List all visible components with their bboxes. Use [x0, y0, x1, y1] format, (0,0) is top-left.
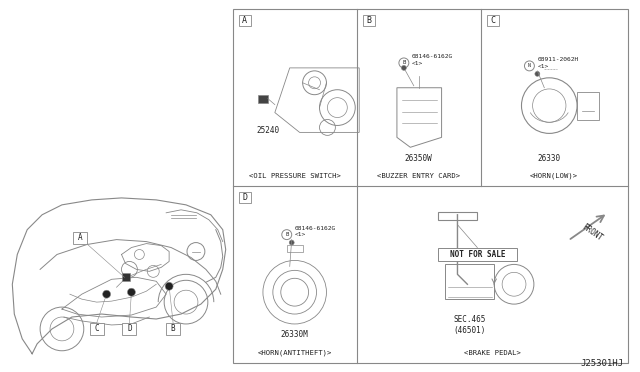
Text: NOT FOR SALE: NOT FOR SALE: [449, 250, 505, 259]
Bar: [122, 323, 136, 335]
Text: 08146-6162G
<1>: 08146-6162G <1>: [412, 54, 453, 65]
Text: A: A: [77, 233, 82, 242]
Bar: [233, 9, 628, 363]
Circle shape: [401, 65, 406, 70]
Bar: [122, 273, 131, 281]
Bar: [258, 95, 268, 103]
Bar: [166, 323, 180, 335]
Text: 08146-6162G
<1>: 08146-6162G <1>: [294, 226, 336, 237]
Text: 25240: 25240: [257, 126, 280, 135]
Bar: [90, 323, 104, 335]
Text: A: A: [242, 16, 247, 25]
Text: N: N: [528, 63, 531, 68]
Bar: [445, 264, 494, 299]
Text: J25301HJ: J25301HJ: [580, 359, 624, 368]
Circle shape: [127, 288, 136, 296]
Text: B: B: [403, 60, 406, 65]
Bar: [438, 212, 477, 220]
Bar: [487, 15, 499, 26]
Text: B: B: [171, 324, 175, 333]
Text: B: B: [366, 16, 371, 25]
Text: C: C: [94, 324, 99, 333]
Text: B: B: [285, 232, 289, 237]
Text: <OIL PRESSURE SWITCH>: <OIL PRESSURE SWITCH>: [249, 173, 340, 179]
Circle shape: [535, 71, 540, 76]
Text: <HORN(LOW)>: <HORN(LOW)>: [530, 173, 579, 179]
Text: 26350W: 26350W: [405, 154, 433, 163]
Text: D: D: [242, 193, 247, 202]
Text: C: C: [490, 16, 495, 25]
Circle shape: [289, 240, 294, 245]
Text: <BRAKE PEDAL>: <BRAKE PEDAL>: [464, 350, 521, 356]
Bar: [73, 232, 87, 244]
Bar: [239, 15, 250, 26]
Circle shape: [102, 290, 111, 298]
Text: 26330: 26330: [538, 154, 561, 163]
Bar: [239, 192, 250, 203]
Text: <HORN(ANTITHEFT)>: <HORN(ANTITHEFT)>: [257, 350, 332, 356]
Text: FRONT: FRONT: [580, 222, 604, 243]
Text: D: D: [127, 324, 132, 333]
Bar: [577, 92, 599, 119]
Circle shape: [165, 282, 173, 290]
Text: <BUZZER ENTRY CARD>: <BUZZER ENTRY CARD>: [377, 173, 460, 179]
Text: 26330M: 26330M: [281, 330, 308, 339]
Text: 08911-2062H
<1>: 08911-2062H <1>: [538, 57, 579, 68]
Bar: [363, 15, 374, 26]
Bar: [438, 247, 517, 262]
Text: SEC.465
(46501): SEC.465 (46501): [453, 315, 486, 335]
Bar: [287, 244, 303, 253]
